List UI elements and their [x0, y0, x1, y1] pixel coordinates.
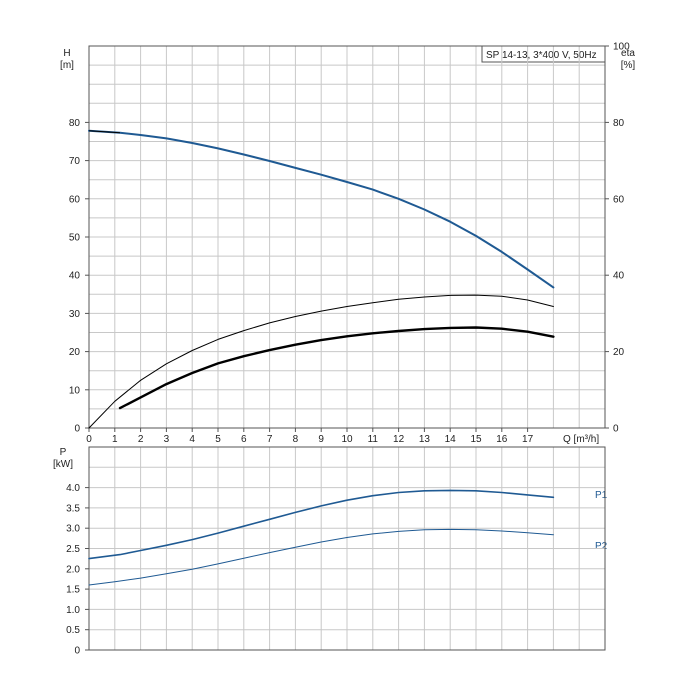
y-tick-label-left: 60 [69, 194, 81, 205]
x-tick-label: 4 [189, 434, 195, 445]
top-plot-curves [88, 129, 555, 429]
chart-title: SP 14-13, 3*400 V, 50Hz [486, 50, 597, 61]
top-left-axis-label-1: H [63, 48, 70, 59]
top-right-axis-label-2: [%] [621, 60, 636, 71]
y-tick-label-left: 80 [69, 118, 81, 129]
y-tick-label-left: 30 [69, 309, 81, 320]
y-tick-label-right: 60 [613, 194, 625, 205]
top-left-axis-label-2: [m] [60, 60, 74, 71]
y-tick-label-left: 10 [69, 385, 81, 396]
bottom-plot-curves [88, 489, 555, 586]
p2-curve [88, 528, 554, 586]
x-tick-label: 9 [318, 434, 324, 445]
y-tick-label-right: 100 [613, 42, 630, 53]
y-tick-label-right: 40 [613, 271, 625, 282]
bottom-plot-grid [88, 446, 606, 651]
p-tick-label: 3.5 [66, 503, 80, 514]
p-tick-label: 3.0 [66, 524, 80, 535]
x-tick-label: 15 [470, 434, 482, 445]
y-tick-label-right: 20 [613, 347, 625, 358]
head-curve [88, 129, 555, 289]
x-tick-label: 6 [241, 434, 247, 445]
series-label-p1: P1 [595, 490, 608, 501]
x-axis-label: Q [m³/h] [563, 434, 599, 445]
x-tick-label: 16 [496, 434, 508, 445]
y-tick-label-left: 70 [69, 156, 81, 167]
bottom-plot-ticks: 0 0.5 1.0 1.5 2.0 2.5 3.0 3.5 4.0 [66, 483, 89, 657]
x-tick-label: 2 [138, 434, 144, 445]
bottom-left-axis-label-2: [kW] [53, 459, 73, 470]
p-tick-label: 2.0 [66, 564, 80, 575]
top-right-axis-label-1: eta [621, 48, 635, 59]
p-tick-label: 1.0 [66, 605, 80, 616]
bottom-left-axis-label-1: P [60, 447, 67, 458]
x-tick-label: 1 [112, 434, 118, 445]
x-tick-label: 0 [86, 434, 92, 445]
y-tick-label-left: 20 [69, 347, 81, 358]
x-tick-label: 7 [267, 434, 273, 445]
p-tick-label: 2.5 [66, 544, 80, 555]
p-tick-label: 4.0 [66, 483, 80, 494]
series-label-p2: P2 [595, 541, 608, 552]
head-curve-extension [88, 130, 120, 134]
p-tick-label: 1.5 [66, 585, 80, 596]
x-tick-label: 14 [445, 434, 457, 445]
x-tick-label: 13 [419, 434, 431, 445]
x-tick-label: 3 [164, 434, 170, 445]
p-tick-label: 0.5 [66, 625, 80, 636]
x-tick-label: 8 [293, 434, 299, 445]
y-tick-label-right: 80 [613, 118, 625, 129]
y-tick-label-left: 50 [69, 233, 81, 244]
x-tick-label: 12 [393, 434, 405, 445]
x-tick-label: 10 [341, 434, 353, 445]
y-tick-label-right: 0 [613, 424, 619, 435]
top-plot-grid [88, 45, 606, 429]
efficiency-curve-bold [118, 326, 555, 410]
y-tick-label-left: 40 [69, 271, 81, 282]
y-tick-label-left: 0 [74, 424, 80, 435]
x-tick-label: 17 [522, 434, 534, 445]
x-tick-label: 11 [368, 434, 379, 445]
p-tick-label: 0 [74, 646, 80, 657]
p1-curve [88, 489, 555, 560]
x-tick-label: 5 [215, 434, 221, 445]
efficiency-curve-thin [88, 294, 554, 429]
